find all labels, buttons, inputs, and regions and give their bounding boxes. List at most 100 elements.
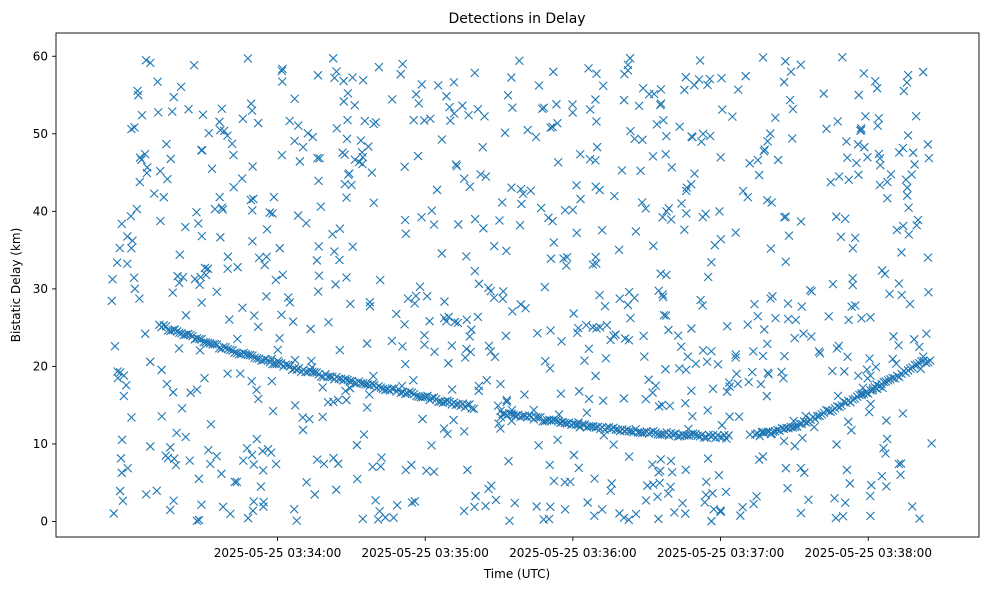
data-point <box>755 431 765 441</box>
data-point <box>877 266 887 275</box>
data-point <box>923 140 933 149</box>
data-point <box>169 92 179 102</box>
data-point <box>301 218 311 228</box>
data-point <box>620 69 629 79</box>
data-point <box>268 209 277 218</box>
data-point <box>611 330 620 339</box>
data-point <box>247 376 257 386</box>
y-tick-label: 40 <box>33 204 48 218</box>
data-point <box>239 348 248 358</box>
data-point <box>303 128 313 138</box>
data-point <box>615 294 625 304</box>
data-point <box>767 198 777 207</box>
data-point <box>470 214 480 224</box>
data-point <box>316 202 326 212</box>
data-point <box>162 379 172 389</box>
y-tick-label: 20 <box>33 359 48 373</box>
data-point <box>691 359 701 369</box>
data-point <box>387 94 397 104</box>
data-point <box>190 274 200 284</box>
data-point <box>442 91 451 101</box>
data-point <box>741 71 751 81</box>
data-point <box>545 460 555 470</box>
data-point <box>422 291 432 301</box>
data-point <box>225 345 235 355</box>
data-point <box>495 216 504 225</box>
data-point <box>258 446 267 456</box>
data-point <box>871 362 881 372</box>
data-point <box>225 509 235 519</box>
data-point <box>638 83 648 93</box>
data-point <box>233 262 243 272</box>
data-point <box>145 357 155 367</box>
data-point <box>161 451 171 461</box>
data-point <box>430 347 439 357</box>
data-point <box>894 148 904 157</box>
data-point <box>578 420 587 429</box>
data-point <box>460 353 470 363</box>
data-point <box>866 511 875 521</box>
data-point <box>155 166 165 176</box>
data-point <box>168 387 178 397</box>
data-point <box>181 310 191 320</box>
data-point <box>342 134 352 144</box>
data-point <box>312 455 322 465</box>
data-point <box>661 270 671 280</box>
data-point <box>341 386 350 396</box>
data-point <box>680 509 690 518</box>
data-point <box>531 412 541 422</box>
data-point <box>557 336 566 346</box>
data-point <box>798 433 807 443</box>
data-point <box>873 121 883 131</box>
data-point <box>333 395 343 405</box>
data-point <box>316 372 326 381</box>
data-point <box>888 354 898 364</box>
data-point <box>910 360 920 370</box>
data-point <box>469 404 479 414</box>
data-point <box>674 363 684 373</box>
data-point <box>277 77 287 87</box>
data-point <box>216 125 225 135</box>
data-point <box>881 449 890 458</box>
data-point <box>189 60 199 70</box>
data-point <box>352 474 362 484</box>
data-point <box>588 260 598 269</box>
data-point <box>350 100 360 110</box>
data-point <box>246 195 256 205</box>
data-point <box>591 259 601 268</box>
data-point <box>450 317 460 327</box>
data-point <box>716 507 725 517</box>
data-point <box>312 256 322 265</box>
data-point <box>837 52 847 62</box>
data-point <box>523 125 533 135</box>
data-point <box>339 76 349 86</box>
data-point <box>681 465 691 475</box>
data-point <box>701 490 711 500</box>
data-point <box>796 60 806 70</box>
data-point <box>584 344 594 354</box>
data-point <box>560 477 570 487</box>
data-point <box>832 344 842 353</box>
data-point <box>172 327 182 336</box>
data-point <box>783 483 792 493</box>
data-point <box>787 134 797 143</box>
data-point <box>273 345 283 355</box>
data-point <box>733 379 743 389</box>
data-point <box>656 84 666 94</box>
data-point <box>747 367 757 377</box>
data-point <box>466 325 476 334</box>
x-axis-ticks: 2025-05-25 03:34:00 2025-05-25 03:35:00 20… <box>214 537 932 560</box>
data-point <box>864 407 874 417</box>
data-point <box>137 110 147 120</box>
data-point <box>481 172 491 182</box>
data-point <box>407 498 417 507</box>
data-point <box>521 303 530 313</box>
data-point <box>790 333 800 343</box>
data-point <box>223 369 232 379</box>
data-point <box>227 139 237 149</box>
data-point <box>439 424 449 433</box>
data-point <box>218 205 228 215</box>
data-point <box>785 95 795 105</box>
data-point <box>870 76 880 86</box>
data-point <box>721 487 731 497</box>
